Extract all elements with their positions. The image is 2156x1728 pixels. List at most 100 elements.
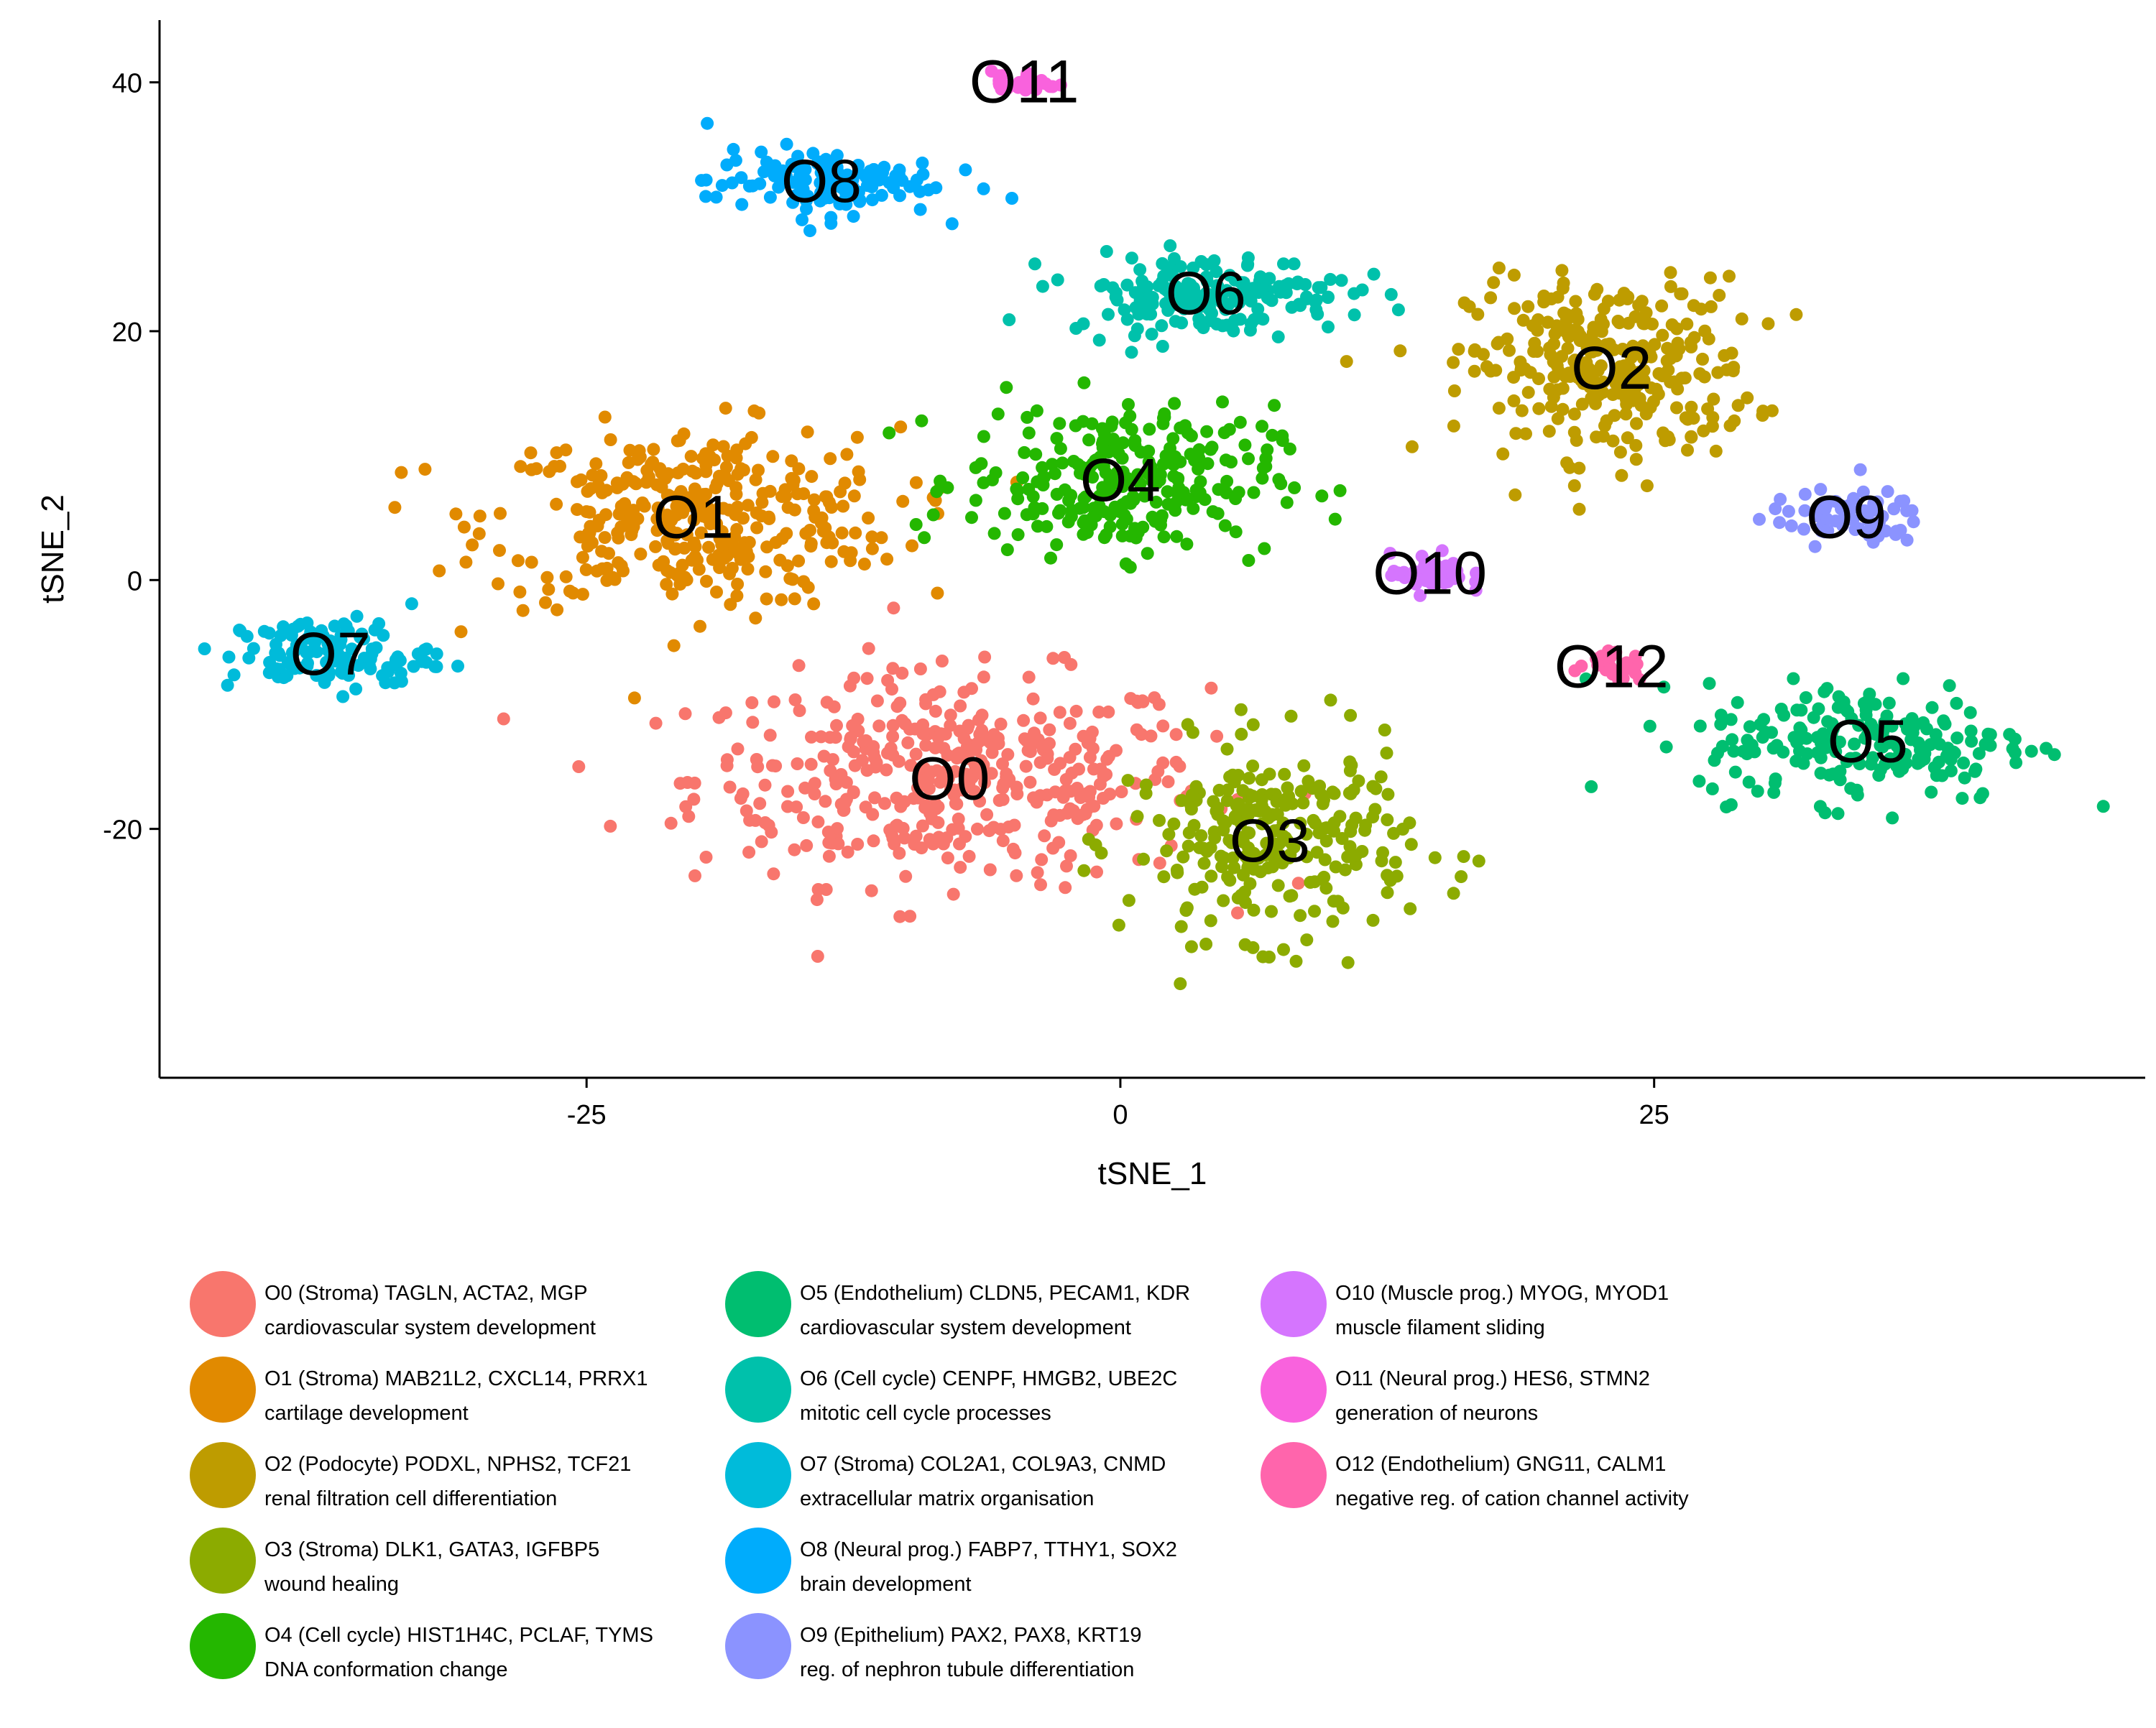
data-point <box>1194 255 1208 268</box>
legend-swatch <box>725 1613 791 1679</box>
data-point <box>1626 339 1640 353</box>
data-point <box>824 555 838 568</box>
data-point <box>971 736 985 750</box>
data-point <box>808 777 821 790</box>
data-point <box>985 767 998 780</box>
data-point <box>1242 554 1256 567</box>
data-point <box>377 629 390 642</box>
data-point <box>831 837 845 851</box>
data-point <box>640 463 654 477</box>
data-point <box>742 180 756 193</box>
data-point <box>1170 530 1184 543</box>
data-point <box>842 740 855 754</box>
data-point <box>1799 691 1812 704</box>
legend-label-line1: O0 (Stroma) TAGLN, ACTA2, MGP <box>264 1282 588 1305</box>
data-point <box>1265 905 1278 918</box>
data-point <box>796 213 808 226</box>
data-point <box>1086 457 1100 471</box>
data-point <box>1414 588 1427 602</box>
data-point <box>1447 356 1460 369</box>
data-point <box>1121 774 1135 787</box>
data-point <box>1878 716 1892 729</box>
data-point <box>233 623 247 637</box>
data-point <box>1388 856 1402 869</box>
data-point <box>768 695 780 708</box>
data-point <box>941 749 954 762</box>
data-point <box>1048 467 1061 481</box>
data-point <box>563 584 576 598</box>
data-point <box>1344 825 1358 838</box>
data-point <box>1206 505 1220 519</box>
data-point <box>948 783 961 797</box>
x-axis-title: tSNE_1 <box>1098 1156 1207 1191</box>
data-point <box>1271 330 1285 343</box>
data-point <box>1367 267 1381 281</box>
data-point <box>1660 354 1674 368</box>
data-point <box>825 501 838 514</box>
data-point <box>1798 487 1812 501</box>
data-point <box>724 598 737 611</box>
data-point <box>525 463 538 476</box>
data-point <box>682 491 696 504</box>
data-point <box>1521 386 1535 399</box>
data-point <box>867 746 880 759</box>
data-point <box>969 494 982 507</box>
data-point <box>1069 322 1083 335</box>
data-point <box>789 160 803 174</box>
data-point <box>1756 409 1769 422</box>
data-point <box>1519 427 1532 440</box>
data-point <box>1243 772 1256 785</box>
data-point <box>1834 514 1848 528</box>
data-point <box>899 869 913 883</box>
data-point <box>1063 716 1077 730</box>
data-point <box>1552 364 1565 378</box>
data-point <box>847 489 861 503</box>
data-point <box>973 795 987 808</box>
data-point <box>1008 818 1021 832</box>
data-point <box>415 655 428 668</box>
data-point <box>1010 482 1023 496</box>
data-point <box>949 797 962 810</box>
data-point <box>581 540 594 553</box>
data-point <box>1287 257 1301 271</box>
data-point <box>1787 731 1801 744</box>
data-point <box>364 652 377 665</box>
data-point <box>1241 251 1255 264</box>
data-point <box>1130 723 1143 736</box>
data-point <box>1724 713 1738 726</box>
data-point <box>811 815 825 828</box>
data-point <box>1871 527 1884 540</box>
data-point <box>1820 512 1833 526</box>
data-point <box>640 476 653 489</box>
data-point <box>1322 320 1335 334</box>
data-point <box>1083 751 1097 764</box>
data-point <box>808 493 821 507</box>
data-point <box>1168 397 1181 410</box>
data-point <box>663 523 677 537</box>
data-point <box>1680 318 1694 331</box>
data-point <box>1741 391 1754 405</box>
data-point <box>904 759 918 772</box>
data-point <box>576 588 589 601</box>
data-point <box>1102 482 1115 495</box>
data-point <box>1193 317 1207 331</box>
data-point <box>1238 938 1252 951</box>
data-point <box>1020 734 1033 747</box>
data-point <box>1387 826 1401 840</box>
data-point <box>1255 793 1268 807</box>
data-point <box>649 540 663 553</box>
data-point <box>944 708 957 722</box>
data-point <box>741 499 755 512</box>
data-point <box>1637 317 1651 331</box>
legend-label-line2: cardiovascular system development <box>800 1316 1131 1339</box>
data-point <box>817 180 831 193</box>
data-point <box>1684 336 1697 349</box>
data-point <box>853 195 867 208</box>
data-point <box>1333 810 1347 823</box>
data-point <box>673 777 687 790</box>
y-tick-label: 0 <box>127 566 142 596</box>
data-point <box>227 668 241 682</box>
data-point <box>750 521 764 535</box>
data-point <box>987 728 1000 741</box>
data-point <box>345 642 359 656</box>
